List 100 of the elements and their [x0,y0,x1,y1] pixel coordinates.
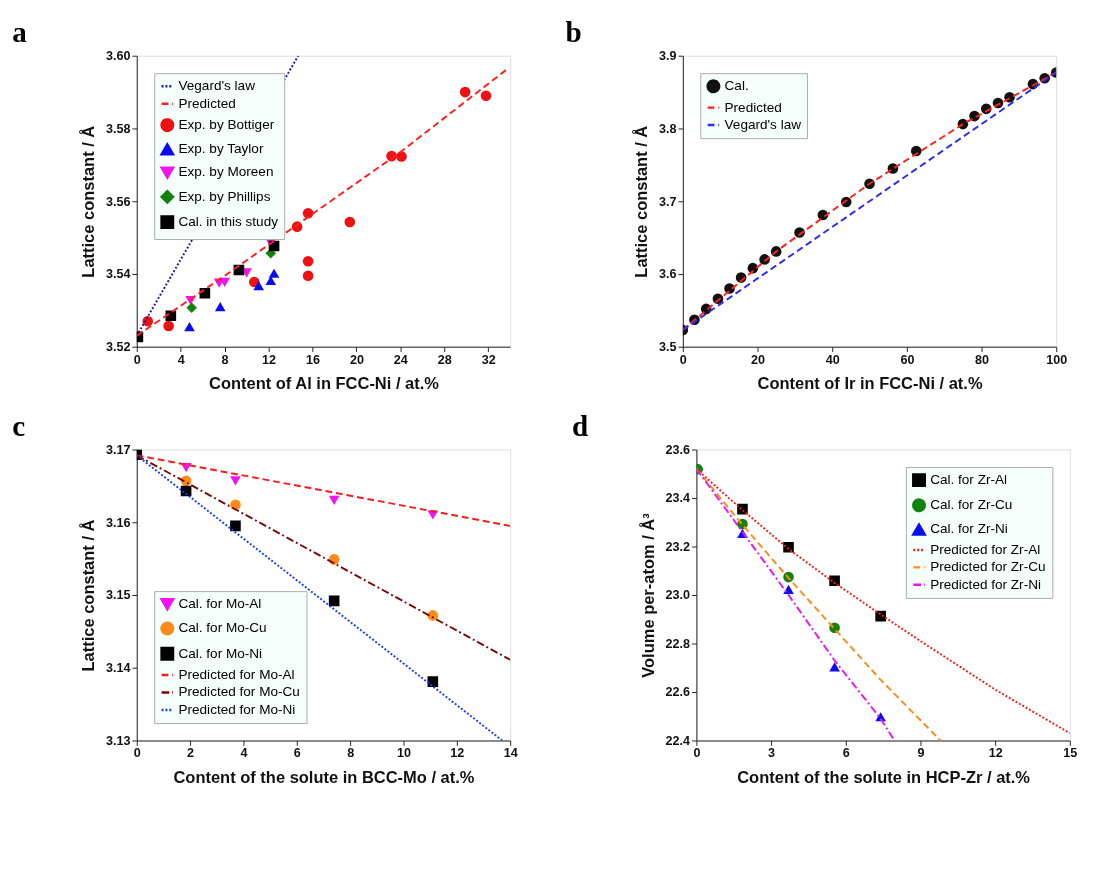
y-tick-label: 23.4 [665,491,691,506]
legend-label: Vegard's law [724,116,802,132]
y-tick-label: 22.6 [665,685,691,700]
point [302,255,314,267]
x-tick-label: 100 [1046,352,1068,367]
point [396,151,407,162]
point [230,476,241,486]
point [427,610,439,621]
point [459,86,471,98]
x-tick-label: 40 [825,352,840,367]
legend-label: Predicted for Mo-Cu [178,684,300,700]
x-tick-label: 28 [437,352,452,367]
legend-label: Cal. for Mo-Cu [178,620,267,636]
x-tick-label: 12 [988,746,1003,761]
legend-label: Predicted for Zr-Cu [930,559,1046,575]
y-tick-label: 3.56 [105,194,131,209]
chart-title: c [12,409,26,442]
x-tick-label: 8 [221,352,229,367]
x-tick-label: 8 [347,746,355,761]
legend-label: Predicted for Zr-Al [930,541,1041,557]
point [214,302,226,312]
legend-label: Cal. for Mo-Ni [178,645,263,661]
y-tick-label: 23.2 [665,539,691,554]
legend-label: Cal. for Mo-Al [178,596,262,612]
legend-label: Cal. for Zr-Cu [930,497,1013,513]
chart-title: a [12,16,28,49]
point [344,216,356,228]
x-tick-label: 32 [481,352,496,367]
x-axis-title: Content of the solute in BCC-Mo / at.% [173,767,475,786]
x-tick-label: 0 [133,746,141,761]
x-tick-label: 9 [917,746,925,761]
x-axis-title: Content of Al in FCC-Ni / at.% [208,373,440,392]
x-tick-label: 16 [305,352,320,367]
y-tick-label: 22.8 [665,636,691,651]
point [230,520,241,532]
y-tick-label: 3.52 [105,340,131,355]
x-tick-label: 14 [503,746,518,761]
point [783,584,794,595]
legend-label: Predicted for Mo-Ni [178,701,296,717]
y-tick-label: 3.58 [105,121,131,136]
chart-title: d [571,409,589,442]
legend-label: Cal. for Zr-Al [930,471,1008,487]
y-tick-label: 3.9 [659,49,677,64]
point [427,676,439,687]
y-tick-label: 3.16 [105,515,131,530]
legend-label: Vegard's law [178,78,256,94]
legend-label: Exp. by Taylor [178,141,264,157]
x-tick-label: 12 [262,352,277,367]
point [480,90,492,102]
y-tick-label: 3.7 [659,194,677,209]
x-tick-label: 4 [177,352,185,367]
x-tick-label: 2 [187,746,195,761]
x-tick-label: 6 [842,746,850,761]
point [302,270,314,282]
y-tick-label: 3.6 [659,267,677,282]
x-tick-label: 20 [349,352,364,367]
x-tick-label: 12 [450,746,465,761]
legend-label: Predicted [178,95,236,111]
x-tick-label: 10 [396,746,411,761]
point [186,302,197,314]
y-tick-label: 3.8 [659,121,677,136]
legend-label: Predicted for Zr-Ni [930,576,1041,592]
legend-label: Predicted [724,99,782,115]
legend-label: Exp. by Moreen [178,164,274,180]
y-tick-label: 3.13 [105,733,131,748]
y-axis-title: Lattice constant / Å [79,125,98,278]
x-tick-label: 3 [768,746,776,761]
y-tick-label: 3.17 [105,442,131,457]
x-tick-label: 0 [679,352,687,367]
x-tick-label: 0 [693,746,701,761]
x-tick-label: 80 [975,352,990,367]
y-tick-label: 3.14 [105,661,131,676]
y-tick-label: 3.5 [659,340,677,355]
y-axis-title: Lattice constant / Å [632,125,651,278]
y-tick-label: 3.54 [105,267,131,282]
y-tick-label: 23.0 [665,588,691,603]
x-tick-label: 24 [393,352,408,367]
point [829,662,840,672]
legend-label: Exp. by Bottiger [178,116,275,132]
x-axis-title: Content of Ir in FCC-Ni / at.% [757,373,983,392]
y-tick-label: 3.15 [105,588,131,603]
legend-label: Cal. [724,78,749,94]
x-tick-label: 15 [1063,746,1078,761]
x-tick-label: 4 [240,746,248,761]
x-axis-title: Content of the solute in HCP-Zr / at.% [737,767,1031,786]
x-tick-label: 20 [751,352,766,367]
y-tick-label: 22.4 [665,733,691,748]
x-tick-label: 60 [900,352,915,367]
chart-title: b [565,16,582,49]
legend-label: Exp. by Phillips [178,188,271,204]
legend-label: Cal. for Zr-Ni [930,521,1008,537]
y-tick-label: 3.60 [105,49,131,64]
point [268,268,280,278]
y-tick-label: 23.6 [665,442,691,457]
y-axis-title: Volume per-atom / Å³ [638,512,657,678]
point [328,495,340,506]
point [163,320,174,332]
x-tick-label: 0 [133,352,141,367]
point [253,281,264,291]
point [783,541,794,553]
